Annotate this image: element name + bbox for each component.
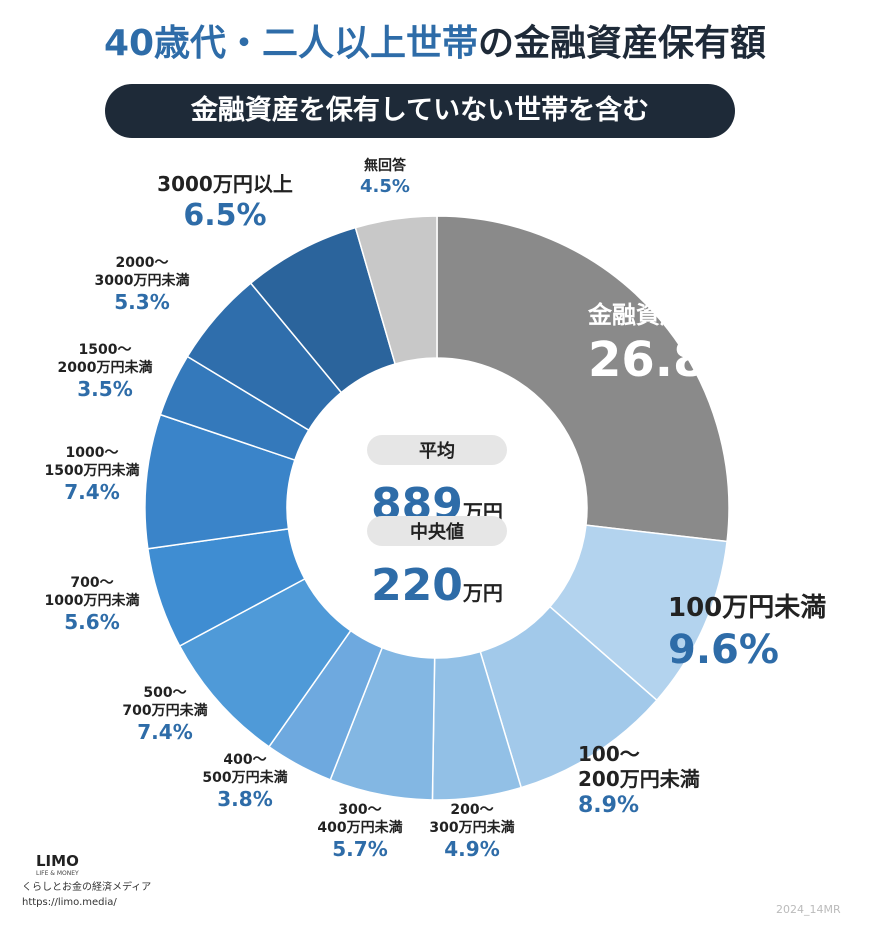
logo: LIMO [36, 852, 79, 870]
value-label: 7.4% [64, 480, 120, 504]
slice-label: 100万円未満 9.6% [668, 592, 870, 675]
category: 3000万円以上 [157, 172, 293, 196]
value-label: 7.4% [137, 720, 193, 744]
category: 無回答 [364, 158, 406, 174]
category: 700〜 1000万円未満 [44, 575, 140, 609]
value-label: 4.5% [360, 175, 410, 197]
tagline: くらしとお金の経済メディア [22, 882, 152, 893]
url: https://limo.media/ [22, 897, 117, 908]
slice-label: 1500〜 2000万円未満 3.5% [5, 342, 205, 402]
title-rest: の金融資産保有額 [478, 23, 767, 64]
value-label: 6.5% [183, 198, 267, 233]
slice-label: 300〜 400万円未満 5.7% [260, 802, 460, 862]
category: 500〜 700万円未満 [122, 685, 208, 719]
slice [436, 215, 730, 543]
title-row: 40歳代・二人以上世帯の金融資産保有額 [0, 22, 870, 65]
center-value: 220 [371, 560, 463, 611]
category: 金融資産非保有 [588, 301, 756, 329]
value-label: 4.9% [444, 837, 500, 861]
category: 300〜 400万円未満 [317, 802, 403, 836]
slice-label: 700〜 1000万円未満 5.6% [0, 575, 192, 635]
center-pill [367, 435, 507, 465]
category: 1000〜 1500万円未満 [44, 445, 140, 479]
category: 100〜 200万円未満 [578, 742, 700, 791]
value-label: 5.3% [114, 290, 170, 314]
category: 200〜 300万円未満 [429, 802, 515, 836]
value-label: 9.6% [668, 626, 779, 673]
category: 2000〜 3000万円未満 [94, 255, 190, 289]
value-label: 3.8% [217, 787, 273, 811]
slice-label: 金融資産非保有 26.8% [588, 300, 848, 390]
value-label: 5.6% [64, 610, 120, 634]
value-label: 8.9% [578, 793, 640, 818]
center-label: 中央値 [410, 521, 464, 543]
slice-label: 3000万円以上 6.5% [125, 172, 325, 235]
value-label: 5.7% [332, 837, 388, 861]
slice-label: 1000〜 1500万円未満 7.4% [0, 445, 192, 505]
category: 400〜 500万円未満 [202, 752, 288, 786]
subtitle: 金融資産を保有していない世帯を含む [105, 84, 735, 138]
code: 2024_14MR [776, 903, 841, 916]
center-pill [367, 516, 507, 546]
slice [354, 215, 438, 365]
center-unit: 万円 [462, 581, 503, 605]
category: 1500〜 2000万円未満 [57, 342, 153, 376]
logo-sub: LIFE & MONEY [36, 870, 79, 877]
slice-label: 2000〜 3000万円未満 5.3% [42, 255, 242, 315]
slice-label: 500〜 700万円未満 7.4% [65, 685, 265, 745]
center-stat: 220万円 [371, 560, 503, 611]
center-label: 平均 [419, 440, 455, 462]
slice-label: 400〜 500万円未満 3.8% [145, 752, 345, 812]
value-label: 3.5% [77, 377, 133, 401]
title: 40歳代・二人以上世帯 [103, 23, 479, 64]
slice-label: 無回答 4.5% [285, 158, 485, 198]
value-label: 26.8% [588, 332, 755, 388]
slice-label: 200〜 300万円未満 4.9% [372, 802, 572, 862]
slice-label: 100〜 200万円未満 8.9% [578, 742, 838, 820]
category: 100万円未満 [668, 593, 827, 623]
